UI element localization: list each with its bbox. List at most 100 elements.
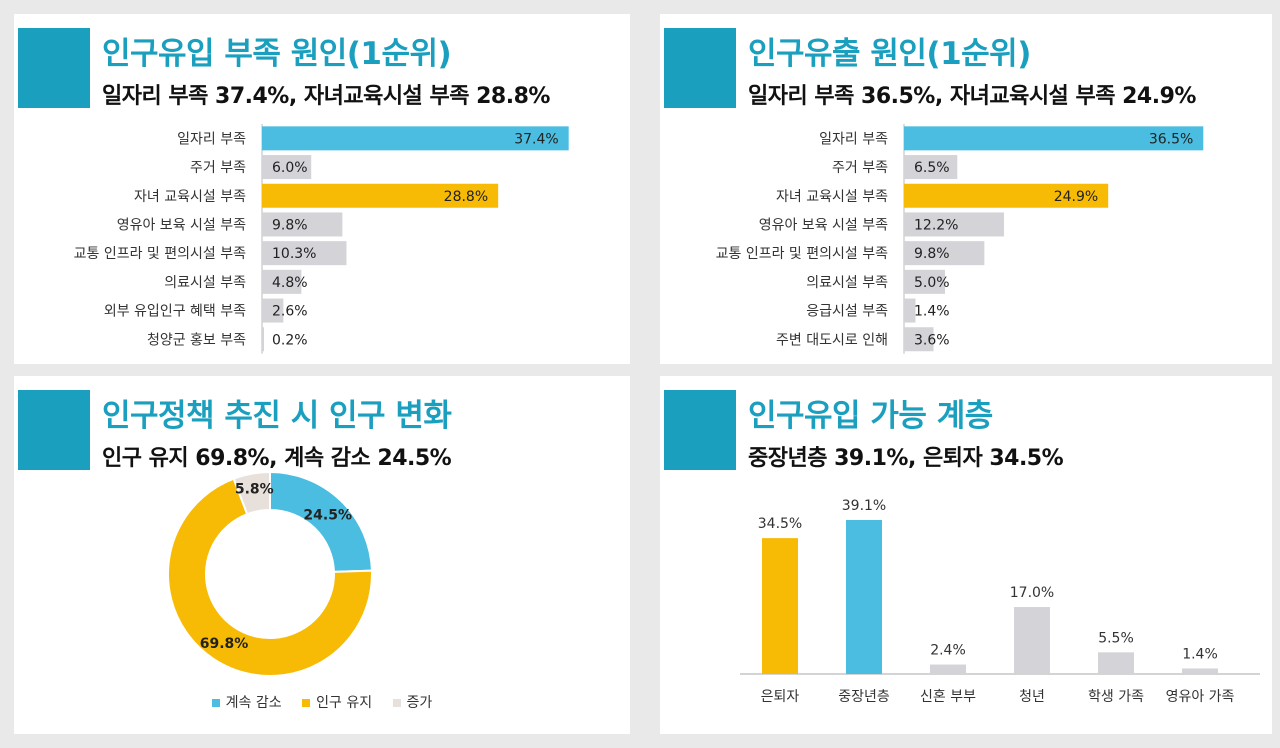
- category-label: 의료시설 부족: [806, 275, 888, 291]
- data-label: 3.6%: [914, 332, 950, 348]
- panel-subtitle: 중장년층 39.1%, 은퇴자 34.5%: [748, 446, 1064, 471]
- outflow-cause-chart: 일자리 부족 36.5% 주거 부족 6.5% 자녀 교육시설 부족 24.9% 영유아 보…: [716, 124, 1204, 354]
- panel-subtitle: 일자리 부족 37.4%, 자녀교육시설 부족 28.8%: [102, 84, 550, 109]
- policy-change-donut: 24.5% 69.8% 5.8%: [167, 470, 373, 677]
- data-label: 39.1%: [842, 498, 886, 514]
- category-label: 신혼 부부: [920, 689, 976, 705]
- category-label: 자녀 교육시설 부족: [776, 189, 888, 205]
- legend-item: 증가: [392, 692, 433, 712]
- data-label: 6.5%: [914, 160, 950, 176]
- category-label: 영유아 가족: [1166, 689, 1235, 705]
- panel-policy-change: 인구정책 추진 시 인구 변화 인구 유지 69.8%, 계속 감소 24.5%…: [14, 376, 630, 734]
- category-label: 영유아 보육 시설 부족: [117, 217, 246, 233]
- bar: [262, 212, 343, 237]
- data-label: 34.5%: [758, 516, 802, 532]
- bar: [904, 327, 934, 352]
- category-label: 자녀 교육시설 부족: [134, 189, 246, 205]
- accent-block: [664, 390, 736, 470]
- panel-subtitle: 인구 유지 69.8%, 계속 감소 24.5%: [102, 446, 452, 471]
- accent-block: [18, 28, 90, 108]
- bar: [262, 183, 499, 208]
- category-label: 중장년층: [838, 689, 890, 705]
- data-label: 2.6%: [272, 304, 308, 320]
- category-label: 외부 유입인구 혜택 부족: [104, 304, 246, 320]
- data-label: 17.0%: [1010, 585, 1054, 601]
- category-label: 의료시설 부족: [164, 275, 246, 291]
- bar: [1098, 652, 1134, 674]
- inflow-cause-chart: 일자리 부족 37.4% 주거 부족 6.0% 자녀 교육시설 부족 28.8% 영유아 보…: [74, 124, 569, 354]
- data-label: 37.4%: [514, 131, 558, 147]
- legend-swatch: [302, 699, 311, 707]
- legend-label: 계속 감소: [225, 695, 282, 711]
- inflow-groups-chart: 34.5% 은퇴자 39.1% 중장년층 2.4% 신혼 부부 17.0% 청년 5.5% 학생 …: [740, 498, 1260, 705]
- accent-block: [664, 28, 736, 108]
- data-label: 10.3%: [272, 246, 316, 262]
- category-label: 교통 인프라 및 편의시설 부족: [74, 246, 246, 262]
- data-label: 24.9%: [1054, 189, 1098, 205]
- donut-slice: [167, 477, 373, 677]
- category-label: 영유아 보육 시설 부족: [759, 217, 888, 233]
- category-label: 학생 가족: [1088, 689, 1144, 705]
- panel-title: 인구유입 부족 원인(1순위): [102, 36, 452, 72]
- accent-block: [18, 390, 90, 470]
- bar: [762, 538, 798, 674]
- bar: [1014, 607, 1050, 674]
- category-label: 응급시설 부족: [806, 304, 888, 320]
- slice-label: 24.5%: [303, 507, 352, 523]
- bar: [846, 520, 882, 674]
- bar: [904, 269, 945, 294]
- category-label: 일자리 부족: [177, 131, 246, 147]
- legend-label: 인구 유지: [316, 695, 373, 711]
- bar: [1182, 668, 1218, 674]
- legend-item: 계속 감소: [211, 692, 282, 712]
- panel-title: 인구유입 가능 계층: [748, 398, 993, 434]
- bar: [904, 241, 985, 266]
- panel-title: 인구정책 추진 시 인구 변화: [102, 398, 452, 434]
- data-label: 5.5%: [1098, 630, 1134, 646]
- bar: [904, 155, 958, 180]
- data-label: 6.0%: [272, 160, 308, 176]
- bar: [262, 155, 312, 180]
- bar: [904, 298, 916, 323]
- bar: [904, 212, 1005, 237]
- donut-legend: 계속 감소 인구 유지 증가: [14, 692, 630, 712]
- data-label: 5.0%: [914, 275, 950, 291]
- data-label: 0.2%: [272, 332, 308, 348]
- data-label: 1.4%: [1182, 646, 1218, 662]
- data-label: 2.4%: [930, 643, 966, 659]
- category-label: 은퇴자: [761, 689, 800, 705]
- legend-swatch: [211, 699, 220, 707]
- data-label: 9.8%: [914, 246, 950, 262]
- panel-title: 인구유출 원인(1순위): [748, 36, 1031, 72]
- panel-inflow-cause: 인구유입 부족 원인(1순위) 일자리 부족 37.4%, 자녀교육시설 부족 …: [14, 14, 630, 364]
- category-label: 청년: [1019, 689, 1045, 705]
- category-label: 청양군 홍보 부족: [147, 332, 246, 348]
- data-label: 12.2%: [914, 217, 958, 233]
- data-label: 4.8%: [272, 275, 308, 291]
- data-label: 36.5%: [1149, 131, 1193, 147]
- panel-outflow-cause: 인구유출 원인(1순위) 일자리 부족 36.5%, 자녀교육시설 부족 24.…: [660, 14, 1272, 364]
- bar: [262, 241, 347, 266]
- panel-inflow-groups: 인구유입 가능 계층 중장년층 39.1%, 은퇴자 34.5% 34.5% 은퇴…: [660, 376, 1272, 734]
- bar: [262, 327, 264, 352]
- category-label: 교통 인프라 및 편의시설 부족: [716, 246, 888, 262]
- category-label: 주거 부족: [832, 160, 888, 176]
- data-label: 1.4%: [914, 304, 950, 320]
- panel-subtitle: 일자리 부족 36.5%, 자녀교육시설 부족 24.9%: [748, 84, 1196, 109]
- category-label: 일자리 부족: [819, 131, 888, 147]
- data-label: 28.8%: [444, 189, 488, 205]
- legend-swatch: [392, 699, 401, 707]
- bar: [930, 664, 966, 674]
- bar: [904, 183, 1109, 208]
- slice-label: 5.8%: [235, 481, 274, 497]
- bar: [262, 126, 569, 151]
- donut-slice: [232, 470, 271, 516]
- bar: [262, 269, 302, 294]
- category-label: 주거 부족: [190, 160, 246, 176]
- data-label: 9.8%: [272, 217, 308, 233]
- slice-label: 69.8%: [200, 636, 249, 652]
- legend-item: 인구 유지: [302, 692, 372, 712]
- legend-label: 증가: [406, 695, 433, 711]
- bar: [262, 298, 284, 323]
- bar: [904, 126, 1204, 151]
